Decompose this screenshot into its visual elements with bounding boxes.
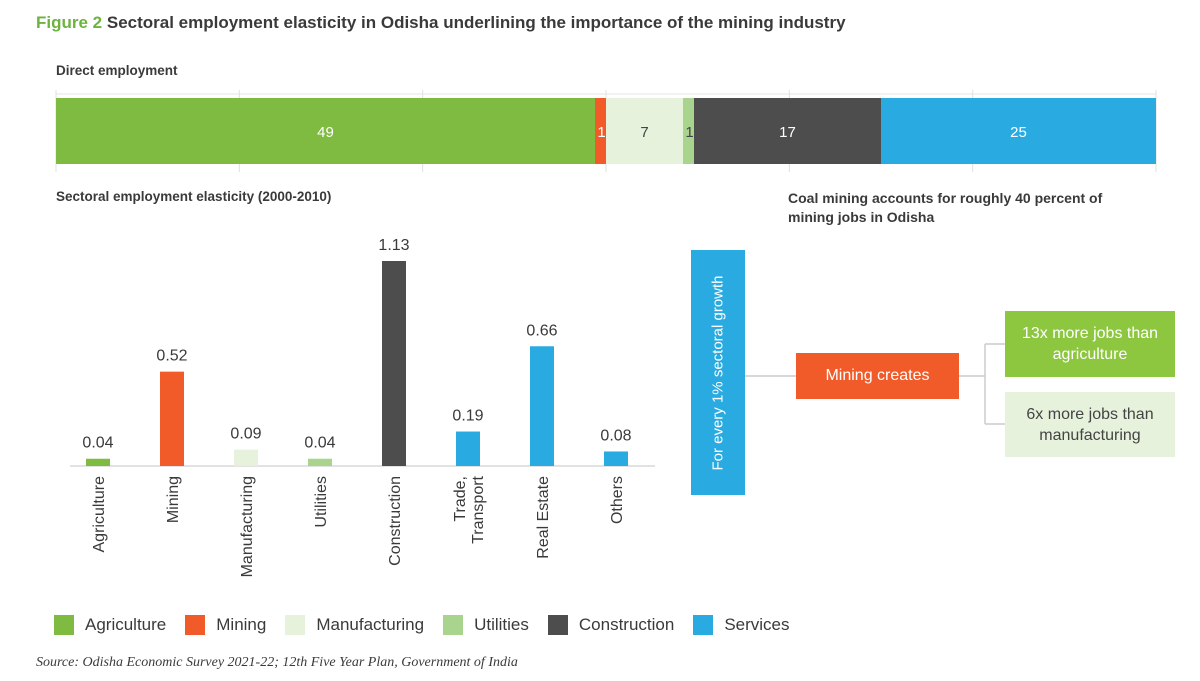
legend-item-construction: Construction — [547, 615, 675, 635]
category-label-real-estate: Real Estate — [535, 476, 552, 559]
bar-real-estate — [530, 346, 554, 466]
bar-value-real-estate: 0.66 — [526, 322, 557, 339]
bar-construction — [382, 261, 406, 466]
coal-note: Coal mining accounts for roughly 40 perc… — [788, 190, 1103, 225]
legend-label-construction: Construction — [578, 615, 675, 634]
stack-label-construction: 17 — [779, 124, 796, 141]
legend-item-agriculture: Agriculture — [54, 615, 166, 635]
category-label-others: Others — [609, 476, 626, 524]
legend-swatch-mining — [185, 615, 206, 635]
figure-title: Figure 2 Sectoral employment elasticity … — [36, 13, 846, 33]
legend-swatch-construction — [547, 615, 568, 635]
mining-creates-box: Mining creates — [796, 353, 959, 399]
stack-label-utilities: 1 — [685, 124, 693, 141]
flow-connectors — [745, 343, 1005, 425]
legend-label-manufacturing: Manufacturing — [316, 615, 425, 634]
stack-segment-mining — [595, 98, 606, 164]
elasticity-label: Sectoral employment elasticity (2000-201… — [56, 189, 332, 204]
bar-mining — [160, 371, 184, 466]
bar-value-trade-transport: 0.19 — [452, 408, 483, 425]
stack-segment-utilities — [683, 98, 694, 164]
stack-label-agriculture: 49 — [317, 124, 334, 141]
legend-label-utilities: Utilities — [474, 615, 529, 634]
stack-label-manufacturing: 7 — [640, 124, 648, 141]
bar-value-others: 0.08 — [600, 427, 631, 444]
legend-swatch-agriculture — [54, 615, 74, 635]
bar-value-manufacturing: 0.09 — [230, 426, 261, 443]
jobs-manufacturing-box: 6x more jobs than manufacturing — [1005, 392, 1175, 457]
bar-others — [604, 451, 628, 466]
legend-item-mining: Mining — [185, 615, 266, 635]
stack-label-mining: 1 — [597, 124, 605, 141]
bar-value-construction: 1.13 — [378, 237, 409, 254]
legend-item-utilities: Utilities — [443, 615, 529, 635]
growth-box: For every 1% sectoral growth — [691, 250, 745, 495]
stack-segment-agriculture — [56, 98, 595, 164]
category-label-manufacturing: Manufacturing — [239, 476, 256, 577]
source-note: Source: Odisha Economic Survey 2021-22; … — [36, 655, 518, 670]
stack-segment-manufacturing — [606, 98, 683, 164]
legend-item-services: Services — [693, 615, 790, 635]
bar-value-mining: 0.52 — [156, 348, 187, 365]
legend: Agriculture Mining Manufacturing Utilities C… — [54, 615, 809, 635]
category-label-utilities: Utilities — [313, 476, 330, 528]
category-label-mining: Mining — [165, 476, 182, 523]
legend-label-services: Services — [724, 615, 790, 634]
figure-number: Figure 2 — [36, 13, 103, 32]
legend-swatch-services — [693, 615, 714, 635]
figure-title-text: Sectoral employment elasticity in Odisha… — [106, 13, 846, 32]
stack-segment-services — [881, 98, 1156, 164]
legend-label-agriculture: Agriculture — [85, 615, 167, 634]
bar-manufacturing — [234, 449, 258, 466]
direct-employment-label: Direct employment — [56, 63, 178, 78]
category-label-trade-transport: Trade,Transport — [452, 475, 487, 543]
stack-segment-construction — [694, 98, 881, 164]
legend-item-manufacturing: Manufacturing — [285, 615, 424, 635]
legend-swatch-manufacturing — [285, 615, 306, 635]
bar-trade-transport — [456, 431, 480, 466]
stack-label-services: 25 — [1010, 124, 1027, 141]
jobs-agriculture-box: 13x more jobs than agriculture — [1005, 311, 1175, 377]
growth-box-text: For every 1% sectoral growth — [709, 274, 727, 471]
bar-value-agriculture: 0.04 — [82, 435, 113, 452]
bar-utilities — [308, 458, 332, 466]
bar-agriculture — [86, 458, 110, 466]
category-label-construction: Construction — [387, 476, 404, 566]
legend-label-mining: Mining — [216, 615, 267, 634]
legend-swatch-utilities — [443, 615, 464, 635]
bar-value-utilities: 0.04 — [304, 435, 335, 452]
category-label-agriculture: Agriculture — [91, 476, 108, 553]
